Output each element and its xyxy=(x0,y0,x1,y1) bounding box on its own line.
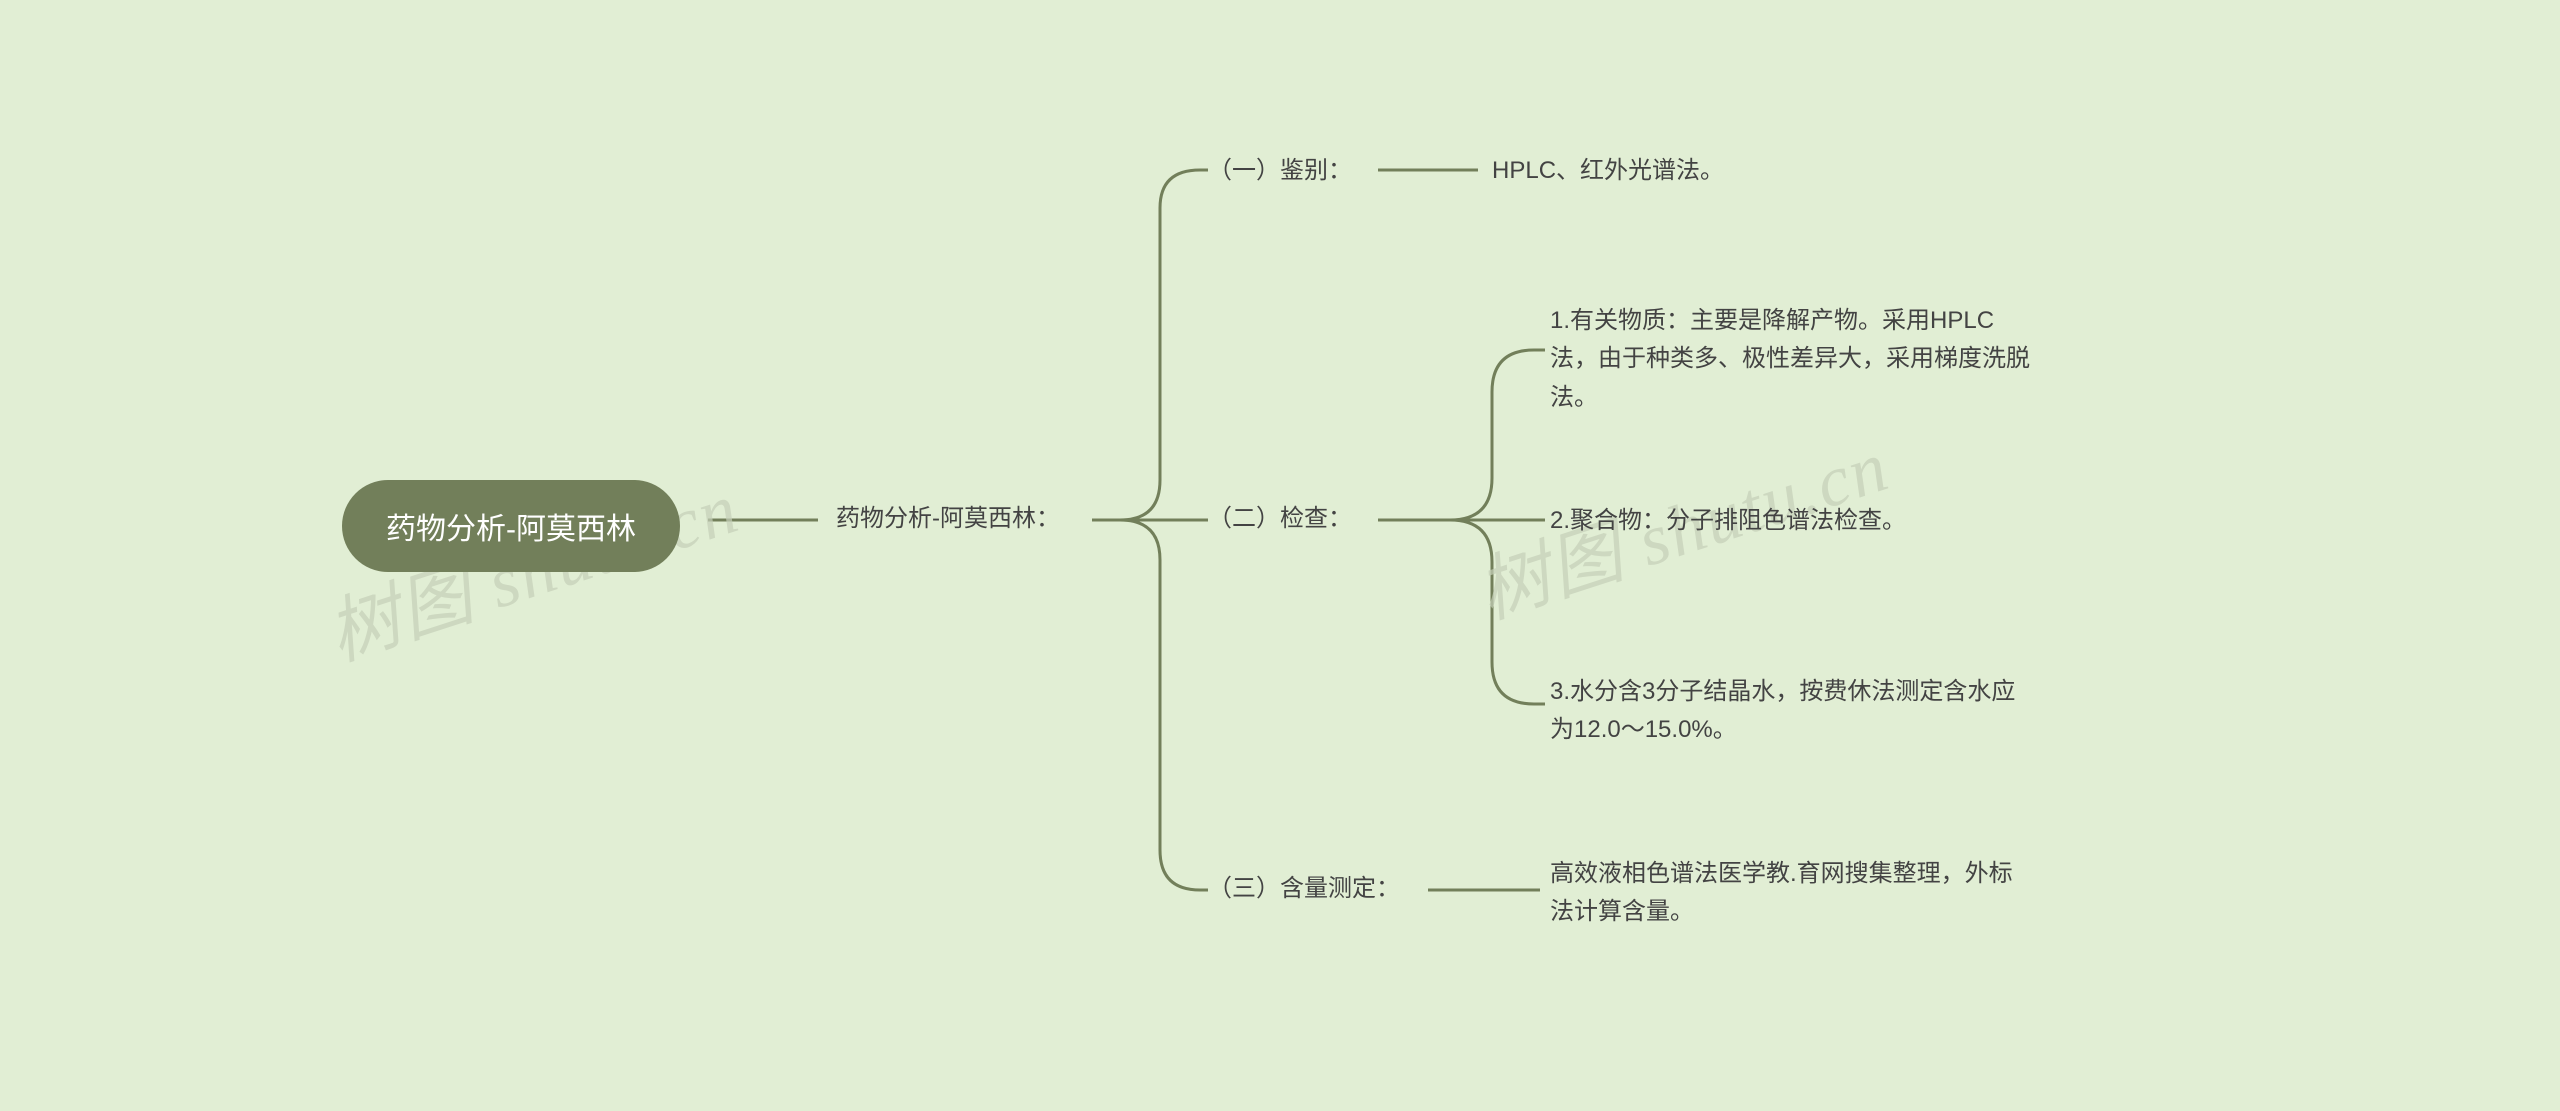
leaf-hplc-assay[interactable]: 高效液相色谱法医学教.育网搜集整理，外标法计算含量。 xyxy=(1550,855,2030,932)
conn-l1-n3 xyxy=(1092,520,1208,890)
leaf-related-substances[interactable]: 1.有关物质：主要是降解产物。采用HPLC法，由于种类多、极性差异大，采用梯度洗… xyxy=(1550,302,2030,417)
conn-n2-l4 xyxy=(1378,520,1545,704)
leaf-polymer[interactable]: 2.聚合物：分子排阻色谱法检查。 xyxy=(1550,502,1906,540)
leaf-hplc-ir[interactable]: HPLC、红外光谱法。 xyxy=(1492,152,1724,190)
root-node[interactable]: 药物分析-阿莫西林 xyxy=(342,480,680,572)
level2-identify[interactable]: （一）鉴别： xyxy=(1208,152,1352,190)
leaf-moisture[interactable]: 3.水分含3分子结晶水，按费休法测定含水应为12.0～15.0%。 xyxy=(1550,673,2030,750)
level2-assay[interactable]: （三）含量测定： xyxy=(1208,870,1400,908)
conn-n2-l2 xyxy=(1378,350,1545,520)
conn-l1-n1 xyxy=(1092,170,1208,520)
level1-node[interactable]: 药物分析-阿莫西林： xyxy=(836,500,1060,538)
level2-inspect[interactable]: （二）检查： xyxy=(1208,500,1352,538)
